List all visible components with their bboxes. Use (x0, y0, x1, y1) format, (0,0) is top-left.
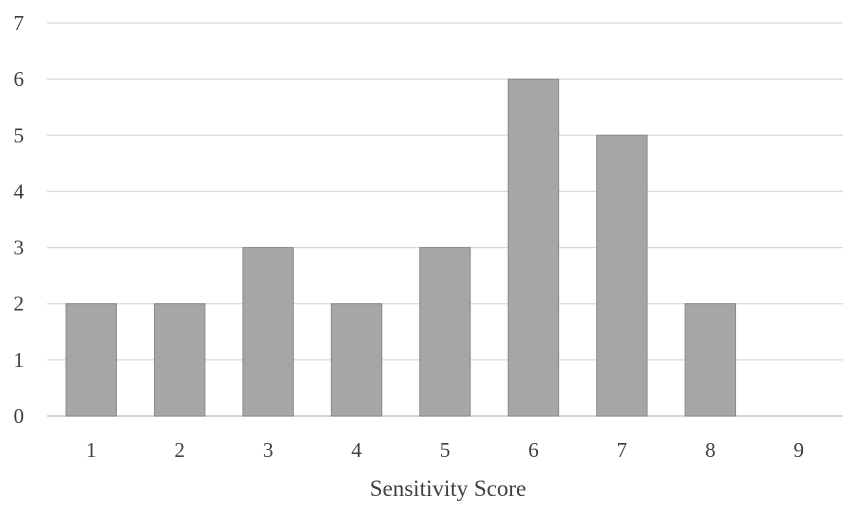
bar-8 (684, 303, 737, 417)
x-tick-label: 3 (263, 438, 274, 462)
bar-7 (596, 134, 648, 417)
y-axis-ticks: 0 1 2 3 4 5 6 7 (14, 11, 25, 428)
bar-6 (507, 78, 560, 417)
x-tick-label: 1 (86, 438, 97, 462)
y-tick-label: 5 (14, 123, 25, 147)
x-axis-ticks: 1 2 3 4 5 6 7 8 9 (86, 438, 804, 462)
y-tick-label: 3 (14, 236, 25, 260)
x-tick-label: 5 (440, 438, 451, 462)
x-tick-label: 8 (705, 438, 716, 462)
y-tick-label: 7 (14, 11, 25, 35)
bar-5 (419, 247, 471, 417)
bars (65, 78, 737, 417)
bar-1 (65, 303, 117, 417)
x-tick-label: 6 (528, 438, 539, 462)
x-tick-label: 7 (617, 438, 628, 462)
x-tick-label: 2 (174, 438, 185, 462)
y-tick-label: 2 (14, 292, 25, 316)
y-tick-label: 1 (14, 348, 25, 372)
y-tick-label: 6 (14, 67, 25, 91)
y-tick-label: 4 (14, 179, 25, 203)
bar-3 (242, 247, 294, 417)
x-axis-title: Sensitivity Score (370, 476, 527, 501)
bar-2 (153, 303, 206, 417)
x-tick-label: 4 (351, 438, 362, 462)
y-tick-label: 0 (14, 404, 25, 428)
bar-4 (330, 303, 383, 417)
x-tick-label: 9 (794, 438, 805, 462)
